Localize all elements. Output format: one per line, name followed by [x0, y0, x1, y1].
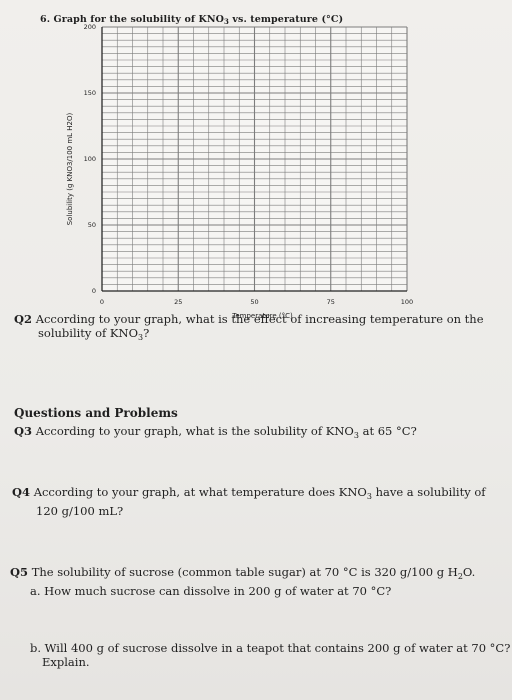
question-q2: Q2 According to your graph, what is the …: [14, 312, 484, 345]
q3-text-a: According to your graph, what is the sol…: [35, 424, 354, 438]
q5-part-b-line1: b. Will 400 g of sucrose dissolve in a t…: [30, 641, 511, 655]
x-tick-label: 50: [250, 298, 258, 306]
q3-number: Q3: [14, 424, 33, 438]
q2-line2-b: ?: [143, 326, 150, 340]
q5-text-a: The solubility of sucrose (common table …: [31, 565, 458, 579]
y-tick-label: 150: [84, 89, 96, 97]
question-q4: Q4 According to your graph, at what temp…: [12, 485, 486, 518]
graph-title: 6. Graph for the solubility of KNO3 vs. …: [40, 14, 343, 26]
q5-part-a: a. How much sucrose can dissolve in 200 …: [30, 584, 392, 598]
q4-line2: 120 g/100 mL?: [36, 504, 124, 518]
question-q5-part-b: b. Will 400 g of sucrose dissolve in a t…: [30, 641, 510, 669]
question-q3: Q3 According to your graph, what is the …: [14, 424, 417, 443]
q2-line2-sub: 3: [138, 333, 144, 342]
q2-line1: According to your graph, what is the eff…: [35, 312, 484, 326]
y-tick-label: 0: [92, 287, 96, 295]
graph-title-text-a: Graph for the solubility of KNO: [53, 14, 224, 25]
y-tick-label: 200: [84, 23, 96, 31]
section-heading: Questions and Problems: [14, 406, 178, 420]
x-axis-label: Temperature (°C): [231, 312, 293, 320]
x-tick-label: 100: [401, 298, 413, 306]
graph-title-number: 6.: [40, 14, 51, 25]
y-tick-label: 50: [88, 221, 96, 229]
q5-number: Q5: [10, 565, 29, 579]
q4-line1-sub: 3: [366, 492, 372, 501]
q2-line2-a: solubility of KNO: [38, 326, 138, 340]
q4-line1-a: According to your graph, at what tempera…: [33, 485, 367, 499]
q3-sub: 3: [353, 431, 359, 440]
y-axis-label: Solubility (g KNO3/100 mL H2O): [66, 112, 74, 225]
graph-title-text-b: vs. temperature (°C): [228, 14, 344, 25]
x-tick-label: 75: [327, 298, 335, 306]
question-q5: Q5 The solubility of sucrose (common tab…: [10, 565, 475, 598]
x-tick-label: 25: [174, 298, 182, 306]
x-tick-label: 0: [100, 298, 104, 306]
q5-part-b-line2: Explain.: [42, 655, 90, 669]
q5-text-b: O.: [462, 565, 476, 579]
solubility-graph-grid: 0 25 50 75 100 0 50 100 150 200 Temperature (°C) So…: [66, 23, 413, 320]
graph-title-subscript: 3: [224, 17, 229, 26]
q3-text-b: at 65 °C?: [358, 424, 417, 438]
y-tick-label: 100: [84, 155, 96, 163]
q2-number: Q2: [14, 312, 33, 326]
q5-sub: 2: [457, 572, 463, 581]
q4-line1-b: have a solubility of: [371, 485, 486, 499]
q4-number: Q4: [12, 485, 31, 499]
